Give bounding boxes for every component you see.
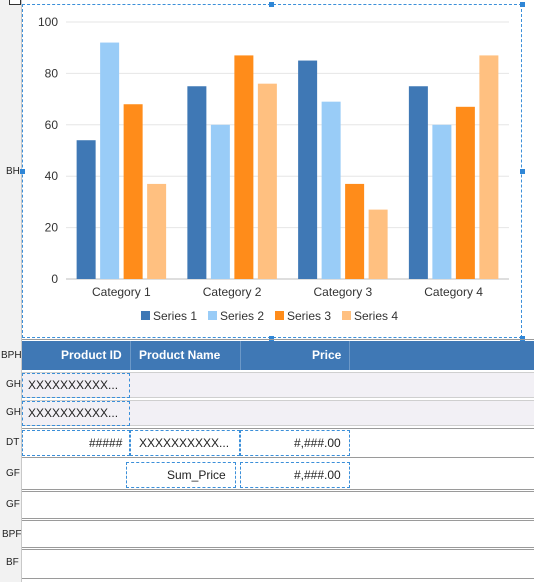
gutter-label-gf-2: GF: [6, 499, 20, 510]
legend-label: Series 2: [220, 309, 264, 323]
row-line-gf2-bottom: [22, 518, 534, 519]
x-tick-label: Category 2: [203, 285, 262, 299]
y-tick-label: 80: [45, 66, 59, 80]
row-line-gf1-bottom: [22, 489, 534, 490]
group-header-value-1: XXXXXXXXXX...: [28, 378, 119, 392]
gutter-label-bf: BF: [6, 557, 19, 568]
bar[interactable]: [76, 140, 96, 279]
resize-handle-right[interactable]: [520, 169, 525, 174]
gf-cell-sum-value[interactable]: [240, 462, 350, 488]
bar[interactable]: [368, 209, 388, 279]
row-line-bf-top: [22, 549, 534, 550]
resize-handle-top[interactable]: [269, 2, 274, 7]
gutter-label-bh: BH: [6, 166, 20, 177]
bar[interactable]: [210, 124, 230, 279]
table-header-row[interactable]: Product ID Product Name Price: [22, 341, 534, 370]
row-line-dt-top: [22, 428, 534, 429]
resize-handle-bottom-right[interactable]: [520, 336, 525, 341]
gutter-label-bpf: BPF: [2, 529, 22, 540]
legend-swatch: [141, 311, 150, 320]
bar[interactable]: [187, 86, 207, 279]
resize-handle-bottom[interactable]: [269, 336, 274, 341]
bar[interactable]: [432, 124, 452, 279]
group-header-cell-1[interactable]: [22, 373, 130, 398]
resize-handle-top-right[interactable]: [520, 2, 525, 7]
x-tick-label: Category 4: [424, 285, 483, 299]
gutter-label-gf-1: GF: [6, 468, 20, 479]
group-footer-row-1[interactable]: Sum_Price #,###.00: [22, 461, 534, 488]
gutter-label-dt: DT: [6, 437, 20, 448]
legend-swatch: [208, 311, 217, 320]
y-tick-label: 60: [45, 118, 59, 132]
bar[interactable]: [321, 101, 341, 279]
detail-product-name: XXXXXXXXXX...: [139, 436, 230, 450]
bar[interactable]: [298, 60, 318, 279]
row-line-dt-bottom: [22, 457, 534, 458]
detail-product-id: #####: [89, 436, 123, 450]
x-tick-label: Category 1: [92, 285, 151, 299]
bar[interactable]: [408, 86, 428, 279]
row-line-bf-bottom: [22, 578, 534, 579]
resize-handle-left[interactable]: [20, 169, 25, 174]
row-line-bpf-bottom: [22, 547, 534, 548]
legend-label: Series 1: [153, 309, 197, 323]
header-price[interactable]: Price: [312, 348, 342, 362]
header-divider-1: [130, 341, 131, 370]
row-line-bpf-top: [22, 520, 534, 521]
group-header-value-2: XXXXXXXXXX...: [28, 406, 119, 420]
bar[interactable]: [257, 83, 277, 280]
detail-cell-product-name[interactable]: [130, 430, 240, 456]
gf-sum-label: Sum_Price: [167, 468, 226, 482]
y-tick-label: 20: [45, 221, 59, 235]
header-divider-3: [349, 341, 350, 370]
anchor-icon[interactable]: [9, 0, 21, 5]
bar[interactable]: [123, 104, 143, 280]
band-divider: [22, 339, 534, 340]
legend-label: Series 4: [354, 309, 398, 323]
group-header-row-1[interactable]: XXXXXXXXXX...: [22, 372, 534, 398]
y-tick-label: 0: [51, 272, 58, 286]
legend-swatch: [342, 311, 351, 320]
gf-sum-value: #,###.00: [294, 468, 341, 482]
bar-chart: 0 20 40 60 80 100 Category 1 Category 2 Categor…: [38, 15, 509, 323]
header-product-name[interactable]: Product Name: [139, 348, 221, 362]
bar[interactable]: [234, 55, 254, 279]
legend-swatch: [275, 311, 284, 320]
bar[interactable]: [100, 42, 120, 280]
y-tick-label: 100: [38, 15, 58, 29]
gutter-label-gh-2: GH: [6, 407, 21, 418]
header-divider-2: [240, 341, 241, 370]
gutter-label-gh-1: GH: [6, 379, 21, 390]
y-tick-label: 40: [45, 169, 59, 183]
report-footer-row[interactable]: [22, 550, 534, 578]
band-gutter: [0, 0, 22, 582]
x-tick-label: Category 3: [314, 285, 373, 299]
detail-cell-price[interactable]: [240, 430, 350, 456]
bar[interactable]: [455, 106, 475, 279]
bar[interactable]: [345, 183, 365, 279]
group-header-cell-2[interactable]: [22, 401, 130, 426]
group-footer-row-2[interactable]: [22, 492, 534, 518]
detail-price: #,###.00: [294, 436, 341, 450]
row-line-gf2-top: [22, 491, 534, 492]
legend-label: Series 3: [287, 309, 331, 323]
group-header-row-2[interactable]: XXXXXXXXXX...: [22, 400, 534, 426]
detail-cell-product-id[interactable]: [22, 430, 130, 456]
bar[interactable]: [479, 55, 499, 279]
detail-row[interactable]: ##### XXXXXXXXXX... #,###.00: [22, 430, 534, 456]
bar[interactable]: [147, 183, 167, 279]
chart-component[interactable]: 0 20 40 60 80 100 Category 1 Category 2 Categor…: [22, 4, 522, 338]
header-product-id[interactable]: Product ID: [61, 348, 122, 362]
gf-cell-sum-label[interactable]: [126, 462, 236, 488]
gutter-label-bph: BPH: [1, 350, 22, 361]
page-footer-row[interactable]: [22, 521, 534, 547]
